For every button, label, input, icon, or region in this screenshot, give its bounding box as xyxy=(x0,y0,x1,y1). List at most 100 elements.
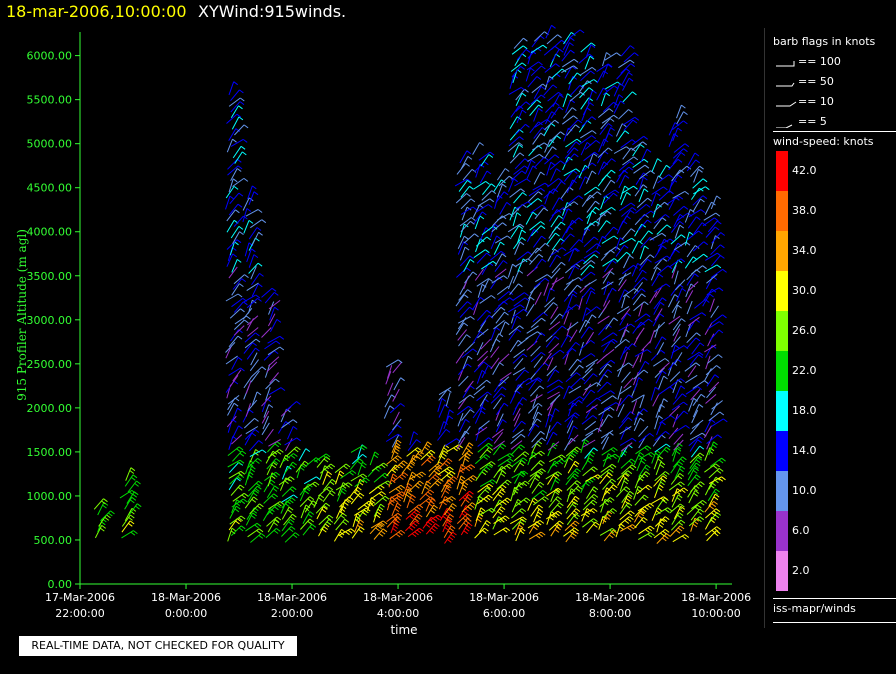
wind-barb-flag xyxy=(567,334,573,339)
wind-barb-flag xyxy=(434,474,440,479)
wind-barb-flag xyxy=(634,116,640,121)
wind-barb-flag xyxy=(384,481,390,486)
wind-barb xyxy=(670,174,679,188)
wind-barb-flag xyxy=(486,520,491,524)
wind-barb-flag xyxy=(662,518,668,523)
wind-barb-flag xyxy=(682,456,687,461)
wind-barb xyxy=(511,518,523,530)
wind-barb xyxy=(658,415,671,424)
wind-barb xyxy=(229,192,240,205)
wind-barb-flag xyxy=(519,223,525,228)
wind-barb-flag xyxy=(610,359,616,364)
wind-barb-flag xyxy=(257,283,263,288)
wind-barb xyxy=(245,209,259,217)
wind-barb xyxy=(232,177,245,187)
wind-barb xyxy=(531,83,544,94)
wind-barb-flag xyxy=(540,187,546,192)
wind-barb-flag xyxy=(609,480,615,485)
wind-barb-flag xyxy=(424,446,429,451)
wind-barb xyxy=(580,42,592,53)
wind-barb-flag xyxy=(593,466,598,471)
wind-barb xyxy=(513,37,524,49)
wind-barb-flag xyxy=(463,322,469,327)
wind-barb-flag xyxy=(229,195,235,200)
wind-barb-flag xyxy=(503,275,508,280)
wind-barb xyxy=(686,159,697,172)
wind-barb-flag xyxy=(292,425,298,430)
wind-barb-flag xyxy=(504,481,510,486)
wind-barb-flag xyxy=(131,476,136,481)
wind-barb xyxy=(684,231,690,246)
wind-barb-flag xyxy=(569,42,574,46)
wind-barb xyxy=(226,239,238,250)
wind-barb xyxy=(585,474,598,482)
wind-barb-flag xyxy=(272,473,278,478)
wind-barb-flag xyxy=(133,530,138,534)
wind-barb xyxy=(496,413,504,427)
wind-barb-flag xyxy=(561,325,567,330)
wind-barb-flag xyxy=(274,485,279,490)
wind-barb-flag xyxy=(574,482,580,487)
wind-barb xyxy=(228,81,235,96)
wind-barb xyxy=(231,498,244,508)
wind-barb-flag xyxy=(397,455,402,460)
wind-barb-flag xyxy=(100,527,105,532)
wind-barb-flag xyxy=(611,158,616,163)
wind-barb xyxy=(230,226,240,239)
wind-barb-flag xyxy=(524,480,530,485)
wind-barb xyxy=(545,471,558,480)
wind-barb-flag xyxy=(442,452,447,457)
wind-barb-flag xyxy=(572,290,578,295)
wind-barb xyxy=(703,288,713,301)
wind-barb xyxy=(581,227,587,242)
wind-barb-flag xyxy=(607,510,613,515)
wind-barb-flag xyxy=(521,237,526,241)
wind-barb-flag xyxy=(625,146,631,151)
wind-barb-flag xyxy=(677,514,682,519)
wind-barb xyxy=(668,427,679,440)
wind-barb xyxy=(673,424,686,434)
wind-barb xyxy=(653,302,661,315)
wind-barb xyxy=(477,309,488,321)
wind-barb-flag xyxy=(419,527,424,532)
wind-barb-flag xyxy=(520,444,525,449)
wind-barb xyxy=(420,441,428,455)
wind-barb-flag xyxy=(465,162,470,167)
wind-barb-flag xyxy=(593,486,599,491)
wind-barb-flag xyxy=(680,481,685,486)
wind-barb-flag xyxy=(396,424,402,429)
legend-separator xyxy=(773,622,896,623)
wind-barb xyxy=(585,170,593,184)
wind-barb xyxy=(551,207,564,217)
wind-barb xyxy=(389,403,401,414)
wind-barb-flag xyxy=(102,504,107,509)
wind-barb-flag xyxy=(309,511,315,515)
wind-barb xyxy=(492,386,503,399)
wind-barb xyxy=(709,457,722,467)
wind-barb-flag xyxy=(584,438,590,443)
wind-barb xyxy=(633,277,644,289)
wind-barb xyxy=(550,277,558,291)
wind-barb xyxy=(225,341,236,353)
wind-barb-flag xyxy=(721,457,726,462)
wind-barb-flag xyxy=(501,386,507,391)
wind-barb-flag xyxy=(392,458,398,463)
wind-barb xyxy=(527,497,534,511)
wind-barb-flag xyxy=(130,531,136,536)
wind-barb xyxy=(407,527,420,538)
wind-barb xyxy=(689,423,700,435)
wind-barb-flag xyxy=(644,466,650,471)
wind-barb xyxy=(545,287,551,302)
wind-barb xyxy=(705,508,717,519)
wind-barb-flag xyxy=(590,509,595,514)
wind-barb xyxy=(243,376,253,389)
wind-barb xyxy=(671,300,680,314)
wind-barb xyxy=(244,429,256,440)
wind-barb-flag xyxy=(632,91,637,96)
speed-color-swatch xyxy=(776,231,788,271)
wind-barb xyxy=(514,178,527,187)
wind-barb xyxy=(478,420,490,430)
wind-barb xyxy=(281,497,292,509)
wind-barb-flag xyxy=(644,447,649,451)
wind-barb-flag xyxy=(432,476,438,481)
